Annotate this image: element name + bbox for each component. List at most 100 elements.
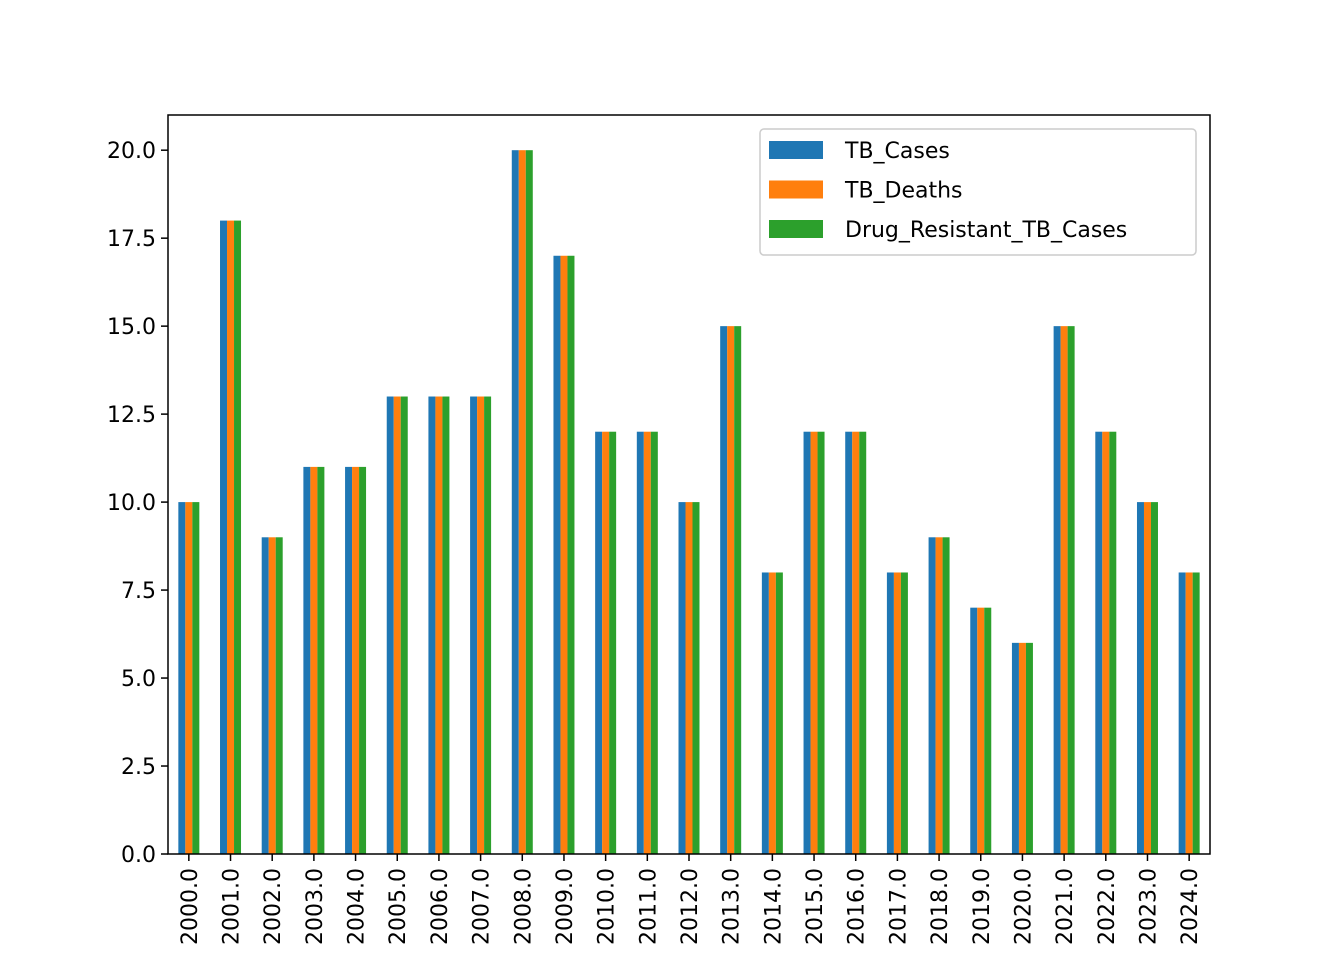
y-tick-label: 0.0 — [121, 843, 156, 868]
x-tick-label: 2004.0 — [345, 868, 370, 945]
bar-TB_Cases-2019.0 — [970, 607, 978, 854]
bar-TB_Cases-2016.0 — [845, 431, 853, 854]
x-tick-label: 2017.0 — [886, 868, 911, 945]
x-tick-label: 2019.0 — [970, 868, 995, 945]
x-tick-label: 2023.0 — [1136, 868, 1161, 945]
x-tick-label: 2016.0 — [845, 868, 870, 945]
bars-group — [178, 150, 1200, 854]
bar-TB_Deaths-2009.0 — [560, 255, 568, 854]
y-tick-label: 15.0 — [107, 315, 156, 340]
bar-TB_Cases-2011.0 — [636, 431, 644, 854]
bar-TB_Deaths-2019.0 — [977, 607, 985, 854]
bar-Drug_Resistant_TB_Cases-2002.0 — [275, 537, 283, 854]
bar-Drug_Resistant_TB_Cases-2021.0 — [1067, 326, 1075, 854]
bar-Drug_Resistant_TB_Cases-2023.0 — [1150, 502, 1158, 854]
bar-TB_Deaths-2022.0 — [1102, 431, 1110, 854]
y-tick-label: 12.5 — [107, 403, 156, 428]
bar-TB_Cases-2024.0 — [1178, 572, 1186, 854]
bar-Drug_Resistant_TB_Cases-2010.0 — [609, 431, 617, 854]
bar-TB_Deaths-2010.0 — [602, 431, 610, 854]
x-tick-label: 2021.0 — [1053, 868, 1078, 945]
bar-TB_Deaths-2001.0 — [227, 220, 235, 854]
bar-Drug_Resistant_TB_Cases-2005.0 — [400, 396, 408, 854]
bar-TB_Deaths-2008.0 — [518, 150, 526, 854]
bar-TB_Deaths-2020.0 — [1018, 642, 1026, 854]
bar-Drug_Resistant_TB_Cases-2018.0 — [942, 537, 950, 854]
x-tick-label: 2010.0 — [595, 868, 620, 945]
bar-TB_Deaths-2018.0 — [935, 537, 943, 854]
bar-Drug_Resistant_TB_Cases-2016.0 — [859, 431, 867, 854]
x-tick-label: 2000.0 — [178, 868, 203, 945]
bar-TB_Cases-2010.0 — [595, 431, 603, 854]
bar-Drug_Resistant_TB_Cases-2000.0 — [192, 502, 200, 854]
bar-TB_Cases-2005.0 — [386, 396, 394, 854]
y-tick-label: 2.5 — [121, 755, 156, 780]
bar-Drug_Resistant_TB_Cases-2024.0 — [1192, 572, 1200, 854]
bar-TB_Deaths-2002.0 — [268, 537, 276, 854]
bar-TB_Cases-2000.0 — [178, 502, 186, 854]
legend-swatch-Drug_Resistant_TB_Cases — [769, 220, 823, 238]
bar-TB_Deaths-2004.0 — [352, 466, 360, 854]
legend-swatch-TB_Deaths — [769, 180, 823, 199]
bar-Drug_Resistant_TB_Cases-2001.0 — [234, 220, 242, 854]
bar-Drug_Resistant_TB_Cases-2011.0 — [650, 431, 658, 854]
bar-Drug_Resistant_TB_Cases-2022.0 — [1109, 431, 1117, 854]
y-axis: 0.0 2.5 5.0 7.5 10.0 12.5 15.0 17.5 20.0 — [107, 139, 168, 868]
bar-Drug_Resistant_TB_Cases-2020.0 — [1025, 642, 1033, 854]
y-tick-label: 7.5 — [121, 579, 156, 604]
legend: TB_Cases TB_Deaths Drug_Resistant_TB_Cases — [759, 128, 1197, 256]
bar-TB_Deaths-2024.0 — [1185, 572, 1193, 854]
legend-swatch-TB_Cases — [769, 141, 823, 159]
y-tick-label: 5.0 — [121, 667, 156, 692]
legend-label-TB_Cases: TB_Cases — [844, 139, 950, 164]
bar-TB_Deaths-2006.0 — [435, 396, 443, 854]
bar-TB_Cases-2009.0 — [553, 255, 561, 854]
x-tick-label: 2011.0 — [636, 868, 661, 945]
x-tick-label: 2006.0 — [428, 868, 453, 945]
x-axis: 2000.0 2001.0 2002.0 2003.0 2004.0 2005.0 2006… — [178, 854, 1203, 945]
legend-box — [759, 128, 1197, 256]
bar-TB_Cases-2022.0 — [1095, 431, 1103, 854]
bar-TB_Cases-2013.0 — [720, 326, 728, 854]
x-tick-label: 2015.0 — [803, 868, 828, 945]
bar-Drug_Resistant_TB_Cases-2013.0 — [734, 326, 742, 854]
bar-TB_Cases-2017.0 — [886, 572, 894, 854]
bar-TB_Deaths-2014.0 — [768, 572, 776, 854]
bar-Drug_Resistant_TB_Cases-2012.0 — [692, 502, 700, 854]
bar-Drug_Resistant_TB_Cases-2004.0 — [359, 466, 367, 854]
x-tick-label: 2002.0 — [261, 868, 286, 945]
bar-Drug_Resistant_TB_Cases-2019.0 — [984, 607, 992, 854]
bar-TB_Cases-2001.0 — [220, 220, 228, 854]
bar-Drug_Resistant_TB_Cases-2007.0 — [484, 396, 492, 854]
bar-TB_Deaths-2011.0 — [643, 431, 651, 854]
legend-label-TB_Deaths: TB_Deaths — [844, 179, 963, 204]
bar-TB_Deaths-2017.0 — [893, 572, 901, 854]
bar-TB_Deaths-2003.0 — [310, 466, 318, 854]
bar-Drug_Resistant_TB_Cases-2015.0 — [817, 431, 825, 854]
bar-TB_Deaths-2016.0 — [852, 431, 860, 854]
bar-Drug_Resistant_TB_Cases-2017.0 — [900, 572, 908, 854]
bar-TB_Deaths-2015.0 — [810, 431, 818, 854]
x-tick-label: 2003.0 — [303, 868, 328, 945]
x-tick-label: 2018.0 — [928, 868, 953, 945]
x-tick-label: 2024.0 — [1178, 868, 1203, 945]
bar-TB_Deaths-2023.0 — [1143, 502, 1151, 854]
bar-Drug_Resistant_TB_Cases-2003.0 — [317, 466, 325, 854]
x-tick-label: 2022.0 — [1095, 868, 1120, 945]
bar-Drug_Resistant_TB_Cases-2006.0 — [442, 396, 450, 854]
bar-TB_Deaths-2012.0 — [685, 502, 693, 854]
bar-Drug_Resistant_TB_Cases-2008.0 — [525, 150, 533, 854]
bar-TB_Cases-2020.0 — [1011, 642, 1019, 854]
bar-TB_Deaths-2013.0 — [727, 326, 735, 854]
bar-Drug_Resistant_TB_Cases-2014.0 — [775, 572, 783, 854]
bar-TB_Cases-2002.0 — [261, 537, 269, 854]
y-tick-label: 10.0 — [107, 491, 156, 516]
bar-Drug_Resistant_TB_Cases-2009.0 — [567, 255, 575, 854]
bar-TB_Deaths-2021.0 — [1060, 326, 1068, 854]
bar-TB_Cases-2003.0 — [303, 466, 311, 854]
x-tick-label: 2005.0 — [386, 868, 411, 945]
x-tick-label: 2007.0 — [470, 868, 495, 945]
x-tick-label: 2014.0 — [761, 868, 786, 945]
x-tick-label: 2008.0 — [511, 868, 536, 945]
